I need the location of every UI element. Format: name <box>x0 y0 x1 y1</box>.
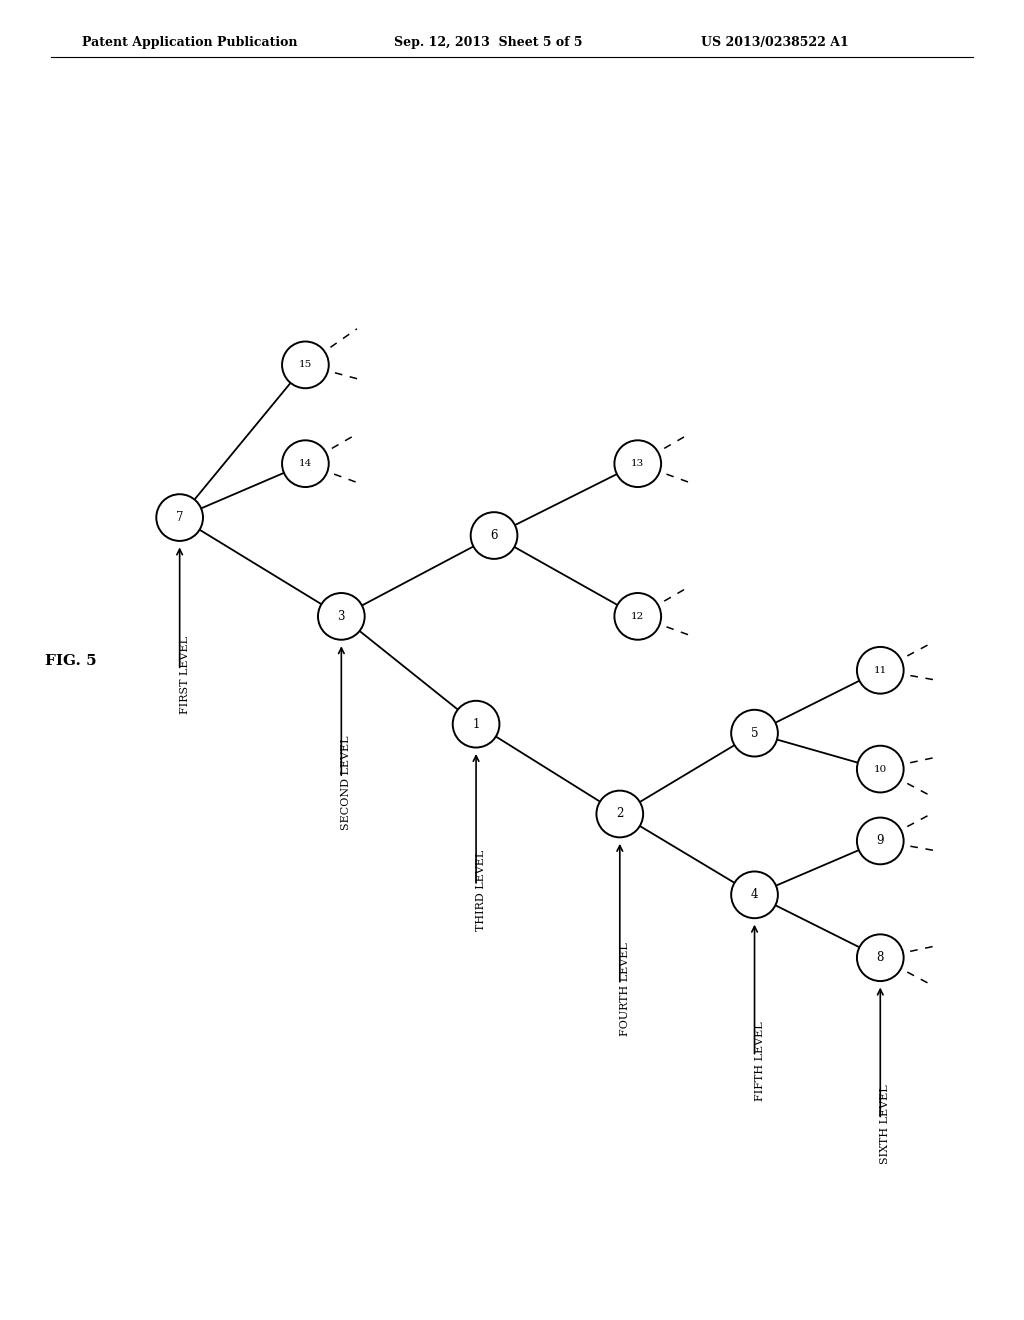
Circle shape <box>614 593 662 640</box>
Circle shape <box>318 593 365 640</box>
Text: 7: 7 <box>176 511 183 524</box>
Text: 8: 8 <box>877 952 884 964</box>
Text: 2: 2 <box>616 808 624 821</box>
Text: 10: 10 <box>873 764 887 774</box>
Circle shape <box>157 494 203 541</box>
Circle shape <box>857 746 903 792</box>
Circle shape <box>731 710 778 756</box>
Text: 14: 14 <box>299 459 312 469</box>
Text: FIRST LEVEL: FIRST LEVEL <box>179 636 189 714</box>
Text: 13: 13 <box>631 459 644 469</box>
Text: Patent Application Publication: Patent Application Publication <box>82 36 297 49</box>
Text: 12: 12 <box>631 612 644 620</box>
Circle shape <box>857 647 903 693</box>
Text: US 2013/0238522 A1: US 2013/0238522 A1 <box>701 36 849 49</box>
Text: FIFTH LEVEL: FIFTH LEVEL <box>755 1022 765 1101</box>
Text: 9: 9 <box>877 834 884 847</box>
Circle shape <box>731 871 778 919</box>
Circle shape <box>857 817 903 865</box>
Text: 11: 11 <box>873 665 887 675</box>
Text: 15: 15 <box>299 360 312 370</box>
Text: FIG. 5: FIG. 5 <box>45 655 96 668</box>
Text: 4: 4 <box>751 888 759 902</box>
Text: 5: 5 <box>751 726 759 739</box>
Text: SECOND LEVEL: SECOND LEVEL <box>341 735 351 830</box>
Circle shape <box>596 791 643 837</box>
Text: SIXTH LEVEL: SIXTH LEVEL <box>881 1084 890 1164</box>
Circle shape <box>453 701 500 747</box>
Text: THIRD LEVEL: THIRD LEVEL <box>476 850 486 931</box>
Text: 1: 1 <box>472 718 480 731</box>
Text: 3: 3 <box>338 610 345 623</box>
Text: Sep. 12, 2013  Sheet 5 of 5: Sep. 12, 2013 Sheet 5 of 5 <box>394 36 583 49</box>
Text: FOURTH LEVEL: FOURTH LEVEL <box>620 942 630 1036</box>
Circle shape <box>282 342 329 388</box>
Circle shape <box>614 441 662 487</box>
Text: 6: 6 <box>490 529 498 543</box>
Circle shape <box>282 441 329 487</box>
Circle shape <box>471 512 517 558</box>
Circle shape <box>857 935 903 981</box>
